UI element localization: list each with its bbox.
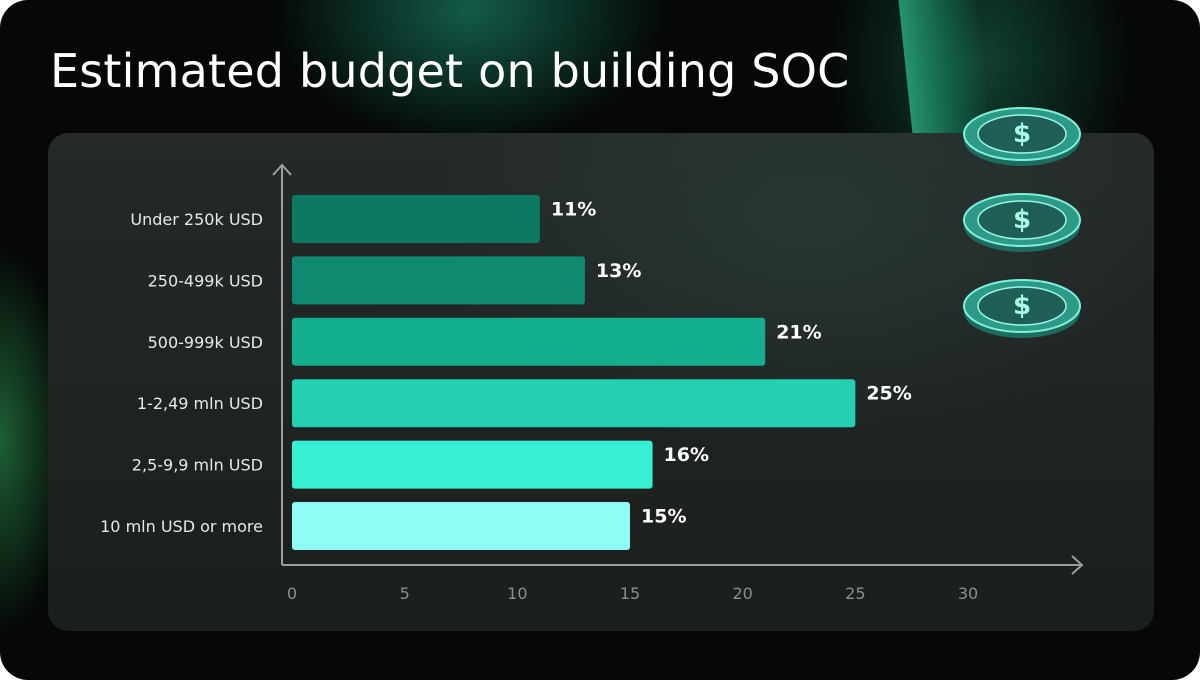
chart-title: Estimated budget on building SOC: [50, 44, 850, 98]
bar: [292, 256, 585, 305]
value-label: 25%: [866, 383, 911, 405]
chart-labels: 0 5 10 15 20 25 30 Under 250k USD 11% 250-499k US…: [100, 199, 978, 604]
x-tick-label: 30: [958, 584, 978, 603]
bar: [292, 195, 540, 243]
value-label: 21%: [776, 321, 821, 343]
value-label: 11%: [551, 199, 596, 221]
chart-bars: [292, 195, 856, 550]
value-label: 15%: [641, 506, 686, 528]
category-label: 1-2,49 mln USD: [137, 394, 263, 413]
y-axis-arrow: [272, 163, 292, 176]
svg-text:$: $: [1013, 205, 1031, 235]
svg-text:$: $: [1013, 119, 1031, 149]
value-label: 16%: [664, 444, 709, 466]
x-tick-label: 0: [287, 584, 297, 603]
x-tick-label: 10: [507, 584, 527, 603]
dollar-coin-icon: $: [963, 107, 1081, 166]
bar: [292, 502, 630, 550]
category-label: 500-999k USD: [148, 333, 263, 352]
svg-text:$: $: [1013, 291, 1031, 321]
category-label: Under 250k USD: [130, 210, 263, 229]
value-label: 13%: [596, 260, 641, 282]
chart-axes: [272, 163, 1084, 575]
dollar-coin-icon: $: [963, 279, 1081, 338]
bar: [292, 440, 653, 489]
category-label: 250-499k USD: [148, 271, 263, 290]
bar: [292, 317, 766, 366]
x-tick-label: 5: [400, 584, 410, 603]
x-tick-label: 20: [732, 584, 752, 603]
bar: [292, 379, 856, 428]
dollar-coin-icon: $: [963, 193, 1081, 252]
x-axis-arrow: [1071, 555, 1084, 575]
category-label: 10 mln USD or more: [100, 517, 263, 536]
category-label: 2,5-9,9 mln USD: [132, 456, 263, 475]
x-tick-label: 25: [845, 584, 865, 603]
x-tick-label: 15: [620, 584, 640, 603]
